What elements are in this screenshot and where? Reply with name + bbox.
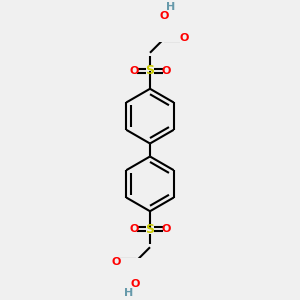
Text: O: O	[160, 11, 169, 21]
Text: S: S	[146, 223, 154, 236]
Text: H: H	[166, 2, 176, 12]
Text: O: O	[179, 33, 188, 43]
Text: O: O	[161, 224, 170, 234]
Text: O: O	[161, 66, 170, 76]
Text: S: S	[146, 64, 154, 77]
Text: O: O	[130, 224, 139, 234]
Text: O: O	[130, 66, 139, 76]
Text: H: H	[124, 288, 134, 298]
Text: O: O	[112, 256, 121, 267]
Text: O: O	[131, 279, 140, 289]
